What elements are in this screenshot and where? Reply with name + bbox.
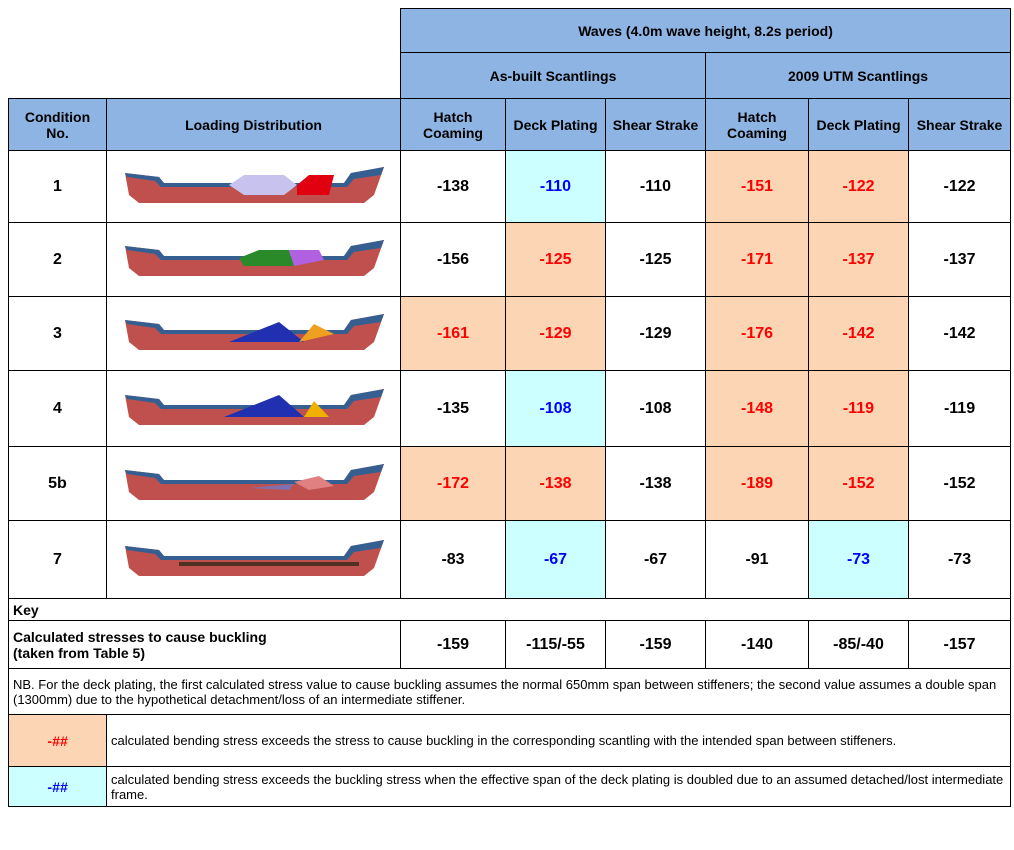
stress-value: -172 (400, 446, 506, 521)
table-row: 3 -161 -129 -129 -176 -142 -142 (8, 296, 1012, 371)
stress-value: -91 (705, 520, 809, 599)
stress-value: -142 (808, 296, 909, 371)
legend-text: calculated bending stress exceeds the st… (105, 714, 1012, 767)
loading-diagram (106, 150, 401, 223)
stress-value: -176 (705, 296, 809, 371)
stress-value: -137 (808, 222, 909, 297)
table-row: Calculated stresses to cause buckling (t… (8, 620, 1012, 669)
ship-diagram (124, 464, 384, 500)
stress-value: -138 (400, 150, 506, 223)
table-row: 5b -172 -138 -138 -189 -152 -152 (8, 446, 1012, 521)
stress-value: -108 (605, 370, 706, 447)
condition-number: 1 (8, 150, 107, 223)
column-header: Shear Strake (605, 98, 706, 151)
table-row: NB. For the deck plating, the first calc… (7, 668, 1012, 715)
ship-diagram (124, 540, 384, 576)
loading-diagram (106, 370, 401, 447)
buckling-value: -157 (907, 620, 1012, 669)
stress-value: -148 (705, 370, 809, 447)
stress-value: -125 (505, 222, 606, 297)
stress-value: -83 (400, 520, 506, 599)
stress-value: -129 (605, 296, 706, 371)
column-header: Deck Plating (808, 98, 909, 151)
stress-value: -161 (400, 296, 506, 371)
stress-value: -73 (808, 520, 909, 599)
condition-number: 5b (8, 446, 107, 521)
table-row: Waves (4.0m wave height, 8.2s period) (9, 8, 1012, 53)
buckling-value: -115/-55 (505, 620, 606, 669)
label-text: Calculated stresses to cause buckling (t… (13, 628, 267, 661)
stress-value: -171 (705, 222, 809, 297)
column-header: Condition No. (8, 98, 107, 151)
buckling-label: Calculated stresses to cause buckling (t… (8, 620, 401, 669)
column-header: Hatch Coaming (705, 98, 809, 151)
ship-diagram (124, 167, 384, 203)
loading-diagram (106, 446, 401, 521)
loading-diagram (106, 296, 401, 371)
stress-value: -156 (400, 222, 506, 297)
buckling-value: -159 (605, 620, 706, 669)
note: NB. For the deck plating, the first calc… (7, 668, 1012, 715)
ship-diagram (124, 240, 384, 276)
stress-table: Waves (4.0m wave height, 8.2s period) As-… (7, 8, 1012, 807)
stress-value: -110 (605, 150, 706, 223)
stress-value: -129 (505, 296, 606, 371)
loading-diagram (106, 520, 401, 599)
condition-number: 7 (8, 520, 107, 599)
stress-value: -119 (808, 370, 909, 447)
stress-value: -142 (907, 296, 1012, 371)
stress-value: -119 (907, 370, 1012, 447)
condition-number: 3 (8, 296, 107, 371)
column-header: Deck Plating (505, 98, 606, 151)
stress-value: -125 (605, 222, 706, 297)
stress-value: -108 (505, 370, 606, 447)
stress-value: -152 (808, 446, 909, 521)
legend-symbol: -## (8, 766, 107, 807)
table-row: 7 -83 -67 -67 -91 -73 -73 (8, 520, 1012, 599)
buckling-value: -159 (400, 620, 506, 669)
stress-value: -67 (505, 520, 606, 599)
ship-diagram (124, 389, 384, 425)
stress-value: -138 (605, 446, 706, 521)
stress-value: -122 (808, 150, 909, 223)
stress-value: -152 (907, 446, 1012, 521)
stress-value: -122 (907, 150, 1012, 223)
column-header: Hatch Coaming (400, 98, 506, 151)
ship-diagram (124, 314, 384, 350)
table-row: As-built Scantlings 2009 UTM Scantlings (9, 52, 1012, 99)
stress-value: -137 (907, 222, 1012, 297)
condition-number: 4 (8, 370, 107, 447)
table-row: 1 -138 -110 -110 -151 -122 -122 (8, 150, 1012, 223)
table-row: Key (7, 598, 1012, 621)
column-header: Shear Strake (907, 98, 1012, 151)
blank (9, 9, 401, 53)
group-header: Waves (4.0m wave height, 8.2s period) (399, 8, 1012, 53)
stress-value: -189 (705, 446, 809, 521)
stress-value: -138 (505, 446, 606, 521)
stress-value: -73 (907, 520, 1012, 599)
buckling-value: -85/-40 (808, 620, 909, 669)
table-row: -## calculated bending stress exceeds the… (8, 714, 1012, 767)
legend-symbol: -## (8, 714, 107, 767)
legend-text: calculated bending stress exceeds the bu… (105, 766, 1012, 807)
loading-diagram (106, 222, 401, 297)
table-row: 4 -135 -108 -108 -148 -119 -119 (8, 370, 1012, 447)
stress-value: -135 (400, 370, 506, 447)
stress-value: -110 (505, 150, 606, 223)
subgroup-header: 2009 UTM Scantlings (704, 52, 1012, 99)
subgroup-header: As-built Scantlings (400, 52, 706, 99)
buckling-value: -140 (705, 620, 809, 669)
condition-number: 2 (8, 222, 107, 297)
column-header: Loading Distribution (106, 98, 401, 151)
blank (9, 53, 401, 99)
stress-value: -67 (605, 520, 706, 599)
table-row: Condition No. Loading Distribution Hatch C… (8, 98, 1012, 151)
table-row: -## calculated bending stress exceeds the… (8, 766, 1012, 807)
stress-value: -151 (705, 150, 809, 223)
key-title: Key (7, 598, 1012, 621)
table-row: 2 -156 -125 -125 -171 -137 -137 (8, 222, 1012, 297)
